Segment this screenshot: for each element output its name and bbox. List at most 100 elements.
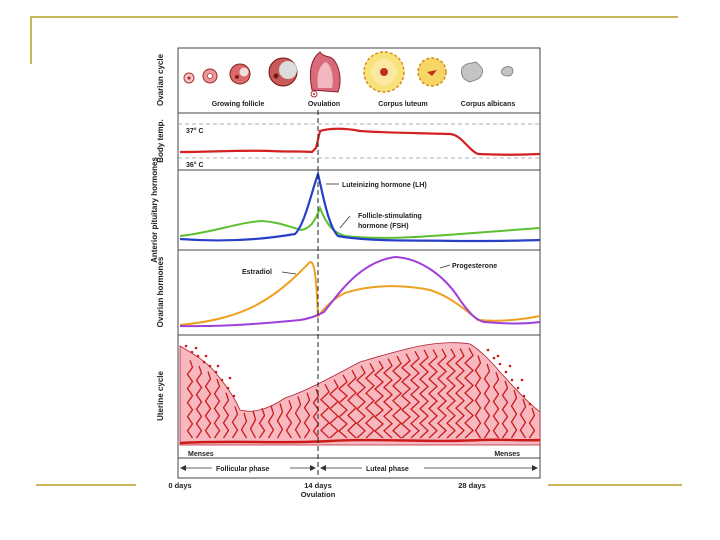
panel-label-ovarian-hormones: Ovarian hormones bbox=[156, 256, 165, 327]
lh-label: Luteinizing hormone (LH) bbox=[342, 182, 427, 189]
ovulation-timeline-label: Ovulation bbox=[301, 490, 336, 499]
uterine-gland bbox=[365, 363, 375, 439]
follicle-stage-2 bbox=[202, 68, 218, 84]
corpus-luteum-large bbox=[363, 51, 405, 93]
follicular-phase-label: Follicular phase bbox=[216, 466, 269, 473]
ovulation-follicle bbox=[309, 51, 341, 98]
menses-dot bbox=[498, 362, 502, 366]
uterine-gland bbox=[446, 348, 456, 439]
day-28-label: 28 days bbox=[458, 481, 486, 490]
day-14-label: 14 days bbox=[304, 481, 332, 490]
progesterone-leader-line bbox=[439, 264, 451, 269]
panel-label-body-temp: Body temp. bbox=[156, 119, 165, 163]
menses-dot bbox=[228, 376, 232, 380]
menses-dot bbox=[496, 354, 500, 358]
body-temperature-curve bbox=[179, 127, 541, 156]
menses-dot bbox=[216, 364, 220, 368]
uterine-gland bbox=[329, 379, 339, 439]
uterine-gland bbox=[428, 349, 438, 439]
uterine-gland bbox=[392, 355, 402, 439]
uterine-gland bbox=[276, 403, 284, 439]
uterine-gland bbox=[464, 347, 474, 439]
uterine-gland bbox=[519, 398, 527, 439]
fsh-label-line1: Follicle-stimulating bbox=[358, 213, 422, 220]
uterine-gland bbox=[231, 406, 239, 439]
uterine-gland bbox=[528, 407, 536, 439]
corpus-luteum-regressing bbox=[417, 57, 447, 87]
temp-label-37: 37° C bbox=[186, 127, 204, 135]
uterine-gland bbox=[213, 378, 221, 439]
menses-dot bbox=[208, 364, 212, 368]
menses-dot bbox=[504, 370, 508, 374]
panel-label-pituitary: Anterior pituitary hormones bbox=[150, 157, 159, 263]
slide-frame-top bbox=[30, 16, 678, 18]
corpus-albicans-large bbox=[461, 61, 483, 83]
luteal-arrowhead-right bbox=[532, 465, 538, 471]
uterine-gland bbox=[410, 351, 420, 439]
menses-dot bbox=[190, 350, 194, 354]
panel-label-uterine-cycle: Uterine cycle bbox=[156, 371, 165, 421]
menses-dot bbox=[214, 370, 218, 374]
menses-dot bbox=[202, 360, 206, 364]
day-0-label: 0 days bbox=[168, 481, 191, 490]
follicle-stage-1 bbox=[183, 72, 195, 84]
menses-dot bbox=[508, 364, 512, 368]
uterine-gland bbox=[195, 365, 203, 439]
uterine-gland bbox=[455, 348, 465, 439]
estradiol-leader-line bbox=[281, 271, 297, 275]
fsh-leader-line bbox=[339, 215, 351, 229]
menses-dot bbox=[194, 346, 198, 350]
uterine-gland bbox=[204, 371, 212, 439]
uterine-gland bbox=[419, 349, 429, 439]
uterine-gland bbox=[320, 384, 330, 439]
follicular-arrowhead-left bbox=[180, 465, 186, 471]
uterine-gland bbox=[338, 374, 348, 439]
menses-dot bbox=[226, 386, 230, 390]
uterine-gland bbox=[356, 365, 366, 439]
uterine-gland bbox=[374, 360, 384, 439]
fsh-label-line2: hormone (FSH) bbox=[358, 223, 409, 230]
menses-dot bbox=[220, 378, 224, 382]
uterine-gland bbox=[267, 405, 275, 439]
menses-dot bbox=[196, 354, 200, 358]
endometrium-layer bbox=[179, 342, 541, 446]
uterine-gland bbox=[483, 363, 491, 439]
menses-dot bbox=[486, 348, 490, 352]
menses-dot bbox=[528, 402, 532, 406]
stage-label-corpus-albicans: Corpus albicans bbox=[461, 101, 516, 108]
uterine-gland bbox=[249, 410, 257, 439]
menses-dot bbox=[516, 386, 520, 390]
uterine-gland bbox=[258, 407, 266, 439]
progesterone-label: Progesterone bbox=[452, 263, 497, 270]
fsh-curve bbox=[179, 205, 541, 239]
menses-dot bbox=[492, 356, 496, 360]
menses-label-end: Menses bbox=[494, 451, 520, 458]
uterine-gland bbox=[285, 400, 293, 439]
menses-dot bbox=[510, 378, 514, 382]
luteal-arrowhead-left bbox=[320, 465, 326, 471]
uterine-gland bbox=[383, 358, 393, 439]
uterine-gland bbox=[240, 412, 248, 439]
menses-shedding-dots bbox=[184, 344, 532, 406]
uterine-gland bbox=[510, 389, 518, 439]
follicular-arrowhead-right bbox=[310, 465, 316, 471]
stage-label-growing-follicle: Growing follicle bbox=[212, 101, 265, 108]
slide-frame-bottom-right bbox=[548, 484, 682, 486]
menses-dot bbox=[204, 354, 208, 358]
progesterone-curve bbox=[179, 255, 541, 328]
menses-label-start: Menses bbox=[188, 451, 214, 458]
menses-dot bbox=[184, 344, 188, 348]
follicle-stage-3 bbox=[229, 63, 251, 85]
uterine-gland bbox=[294, 396, 302, 439]
uterine-gland bbox=[312, 388, 320, 439]
luteal-phase-label: Luteal phase bbox=[366, 466, 409, 473]
uterine-gland bbox=[492, 372, 500, 439]
stage-label-ovulation: Ovulation bbox=[308, 101, 340, 108]
uterine-gland bbox=[501, 380, 509, 439]
menses-dot bbox=[520, 378, 524, 382]
lh-curve bbox=[179, 170, 541, 243]
menses-dot bbox=[232, 394, 236, 398]
slide-frame-bottom-left bbox=[36, 484, 136, 486]
uterine-gland bbox=[437, 348, 447, 439]
corpus-albicans-small bbox=[501, 66, 514, 77]
